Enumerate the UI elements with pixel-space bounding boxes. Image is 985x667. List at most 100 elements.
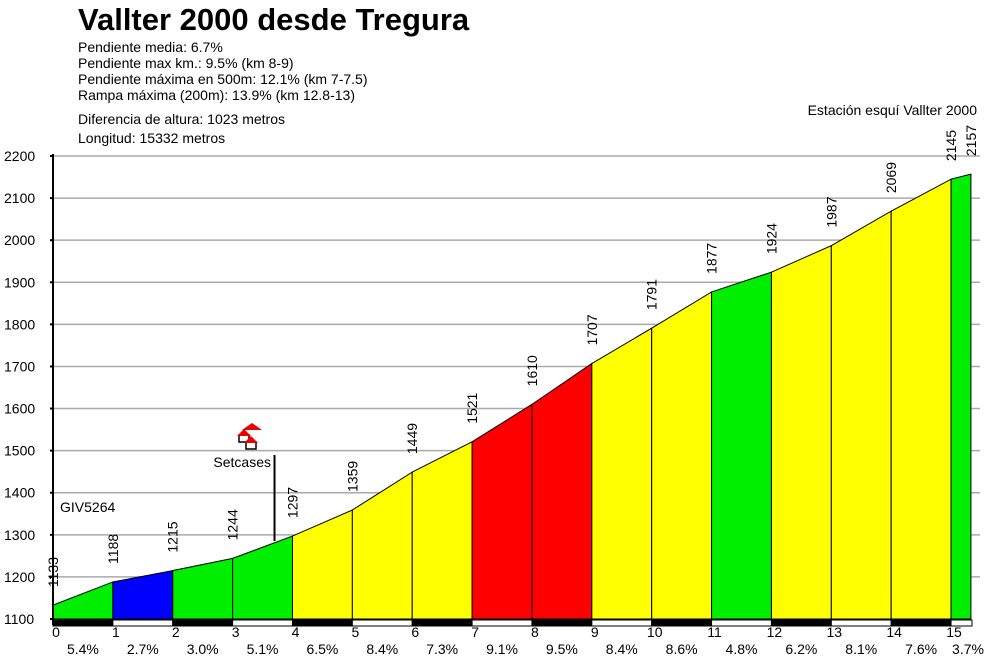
elevation-label: 1877 (704, 243, 720, 274)
y-tick-label: 1900 (4, 274, 35, 290)
y-tick-label: 1700 (4, 358, 35, 374)
elevation-label: 1215 (165, 521, 181, 552)
profile-segment (411, 440, 473, 620)
chart-title: Vallter 2000 desde Tregura (78, 2, 470, 37)
profile-segment (351, 471, 413, 620)
x-tick-label: 2 (172, 624, 180, 640)
x-tick-label: 7 (471, 624, 479, 640)
stat-average-gradient: Pendiente media: 6.7% (78, 39, 223, 55)
y-tick-label: 1500 (4, 443, 35, 459)
km-bar (52, 619, 114, 627)
elevation-label: 1188 (105, 534, 121, 564)
gradient-label: 8.4% (606, 641, 638, 657)
annotation-setcases: Setcases (213, 454, 271, 470)
km-bar (351, 619, 413, 627)
profile-segment (291, 509, 353, 620)
gradient-label: 5.4% (67, 641, 99, 657)
annotation-vallter-station: Estación esquí Vallter 2000 (808, 102, 978, 118)
km-bar (950, 619, 973, 627)
elevation-label: 2069 (883, 162, 899, 193)
km-bar (172, 619, 234, 627)
x-tick-label: 1 (112, 624, 120, 640)
x-tick-label: 6 (411, 624, 419, 640)
elevation-label: 1359 (344, 461, 360, 492)
profile-segment (651, 291, 713, 620)
y-tick-label: 1100 (4, 611, 34, 627)
profile-segment (830, 210, 892, 620)
gradient-label: 6.5% (306, 641, 338, 657)
y-tick-label: 1200 (4, 569, 35, 585)
x-tick-label: 15 (946, 624, 962, 640)
elevation-label: 1924 (763, 223, 779, 254)
profile-segment (591, 327, 653, 620)
profile-segment (770, 244, 832, 620)
profile-segment (950, 173, 972, 620)
x-tick-label: 3 (232, 624, 240, 640)
elevation-label: 2157 (963, 125, 979, 156)
annotation-giv5264: GIV5264 (60, 499, 115, 515)
x-tick-label: 11 (707, 624, 722, 640)
y-tick-label: 2000 (4, 232, 35, 248)
profile-segment (52, 581, 114, 620)
gradient-label: 3.0% (187, 641, 219, 657)
x-tick-label: 9 (591, 624, 599, 640)
gradient-label: 8.1% (845, 641, 877, 657)
x-tick-label: 12 (767, 624, 783, 640)
y-tick-label: 1400 (4, 485, 35, 501)
stat-max-km-gradient: Pendiente max km.: 9.5% (km 8-9) (78, 55, 294, 71)
km-bar (411, 619, 473, 627)
elevation-label: 1610 (524, 355, 540, 386)
elevation-label: 1521 (464, 392, 480, 423)
km-bar (232, 619, 293, 627)
elevation-label: 2145 (943, 130, 959, 161)
profile-segment (172, 557, 234, 620)
elevation-label: 1133 (45, 557, 61, 587)
elevation-label: 1987 (823, 196, 839, 227)
profile-segment (711, 271, 772, 620)
km-bar (291, 619, 353, 627)
x-tick-label: 4 (292, 624, 300, 640)
y-tick-label: 2200 (4, 148, 35, 164)
village-icon (237, 423, 262, 450)
gradient-label: 7.3% (426, 641, 458, 657)
x-tick-label: 13 (827, 624, 843, 640)
gradient-label: 7.6% (905, 641, 937, 657)
km-bar (531, 619, 593, 627)
profile-segment (232, 535, 293, 620)
x-tick-label: 0 (52, 624, 60, 640)
gradient-label: 8.6% (666, 641, 698, 657)
gradient-label: 8.4% (366, 641, 398, 657)
stat-height-difference: Diferencia de altura: 1023 metros (78, 111, 285, 127)
gradient-label: 3.7% (952, 641, 984, 657)
km-bar (112, 619, 174, 627)
elevation-label: 1244 (225, 509, 241, 540)
profile-segment (471, 403, 533, 620)
profile-segment (531, 362, 593, 620)
x-tick-label: 10 (647, 624, 663, 640)
gradient-label: 5.1% (247, 641, 279, 657)
elevation-label: 1449 (404, 423, 420, 454)
km-bar (591, 619, 653, 627)
stat-length: Longitud: 15332 metros (78, 130, 226, 146)
x-tick-label: 8 (531, 624, 539, 640)
km-bar (471, 619, 533, 627)
gradient-label: 2.7% (127, 641, 159, 657)
gradient-label: 9.5% (546, 641, 578, 657)
gradient-label: 6.2% (785, 641, 817, 657)
elevation-label: 1791 (644, 279, 660, 310)
x-tick-label: 5 (351, 624, 359, 640)
y-tick-label: 1300 (4, 527, 35, 543)
y-tick-label: 1600 (4, 401, 35, 417)
profile-segment (890, 178, 952, 620)
x-tick-label: 14 (886, 624, 902, 640)
profile-segment (112, 569, 174, 620)
stat-max-ramp: Rampa máxima (200m): 13.9% (km 12.8-13) (78, 87, 355, 103)
elevation-label: 1297 (284, 487, 300, 518)
gradient-label: 9.1% (486, 641, 518, 657)
y-tick-label: 2100 (4, 190, 35, 206)
y-tick-label: 1800 (4, 316, 35, 332)
elevation-label: 1707 (584, 314, 600, 345)
gradient-label: 4.8% (726, 641, 758, 657)
stat-max-500m-gradient: Pendiente máxima en 500m: 12.1% (km 7-7.… (78, 71, 368, 87)
